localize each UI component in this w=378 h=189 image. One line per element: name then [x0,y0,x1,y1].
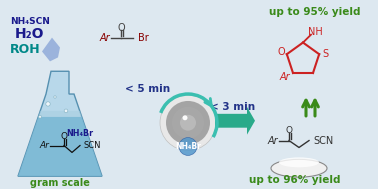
Text: NH₄SCN: NH₄SCN [10,17,50,26]
Text: SCN: SCN [313,136,333,146]
Circle shape [46,102,50,106]
Polygon shape [18,117,102,176]
Circle shape [180,115,196,131]
Polygon shape [42,38,60,61]
Polygon shape [38,111,82,117]
Circle shape [172,107,204,139]
Text: up to 95% yield: up to 95% yield [269,7,361,17]
Circle shape [54,96,56,98]
Ellipse shape [271,159,327,177]
Text: Br: Br [138,33,149,43]
Text: NH₄Br: NH₄Br [66,129,93,138]
Text: Ar: Ar [280,72,290,82]
Circle shape [39,115,42,118]
Text: O: O [285,126,293,135]
Text: H₂O: H₂O [15,27,45,41]
Text: SCN: SCN [84,141,102,150]
Text: Ar: Ar [100,33,110,43]
Circle shape [179,138,197,155]
Text: Ar: Ar [39,141,49,150]
Text: Ar: Ar [268,136,278,146]
Circle shape [166,101,210,145]
Text: NH₄Br: NH₄Br [175,142,201,151]
Text: up to 96% yield: up to 96% yield [249,175,341,185]
Circle shape [160,95,216,150]
Text: < 3 min: < 3 min [211,102,256,112]
Polygon shape [18,71,102,176]
Text: S: S [322,49,328,59]
Text: < 5 min: < 5 min [125,84,170,94]
Polygon shape [215,107,255,135]
Text: O: O [117,23,125,33]
Text: gram scale: gram scale [30,178,90,188]
Text: NH: NH [308,27,322,37]
Circle shape [64,109,68,113]
Circle shape [183,115,187,120]
Ellipse shape [279,157,319,167]
Text: O: O [60,132,68,141]
Text: ROH: ROH [10,43,40,56]
Text: O: O [277,47,285,57]
